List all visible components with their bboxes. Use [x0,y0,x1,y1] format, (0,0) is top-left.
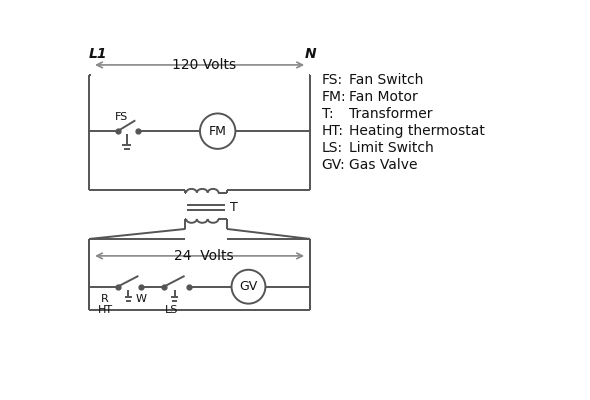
Text: Limit Switch: Limit Switch [349,141,433,155]
Text: T:: T: [322,107,333,121]
Text: FS:: FS: [322,73,343,87]
Text: GV:: GV: [322,158,345,172]
Text: W: W [136,294,147,304]
Text: Heating thermostat: Heating thermostat [349,124,484,138]
Text: FS: FS [115,112,128,122]
Text: HT:: HT: [322,124,343,138]
Text: FM:: FM: [322,90,346,104]
Text: 24  Volts: 24 Volts [174,249,234,263]
Text: LS:: LS: [322,141,343,155]
Text: N: N [304,47,316,61]
Text: Fan Switch: Fan Switch [349,73,423,87]
Text: R: R [101,294,109,304]
Text: HT: HT [99,305,113,315]
Text: FM: FM [209,125,227,138]
Text: Transformer: Transformer [349,107,432,121]
Text: 120 Volts: 120 Volts [172,58,236,72]
Text: GV: GV [240,280,258,293]
Text: LS: LS [165,305,179,315]
Text: L1: L1 [89,47,107,61]
Text: Gas Valve: Gas Valve [349,158,417,172]
Text: T: T [230,201,238,214]
Text: Fan Motor: Fan Motor [349,90,417,104]
